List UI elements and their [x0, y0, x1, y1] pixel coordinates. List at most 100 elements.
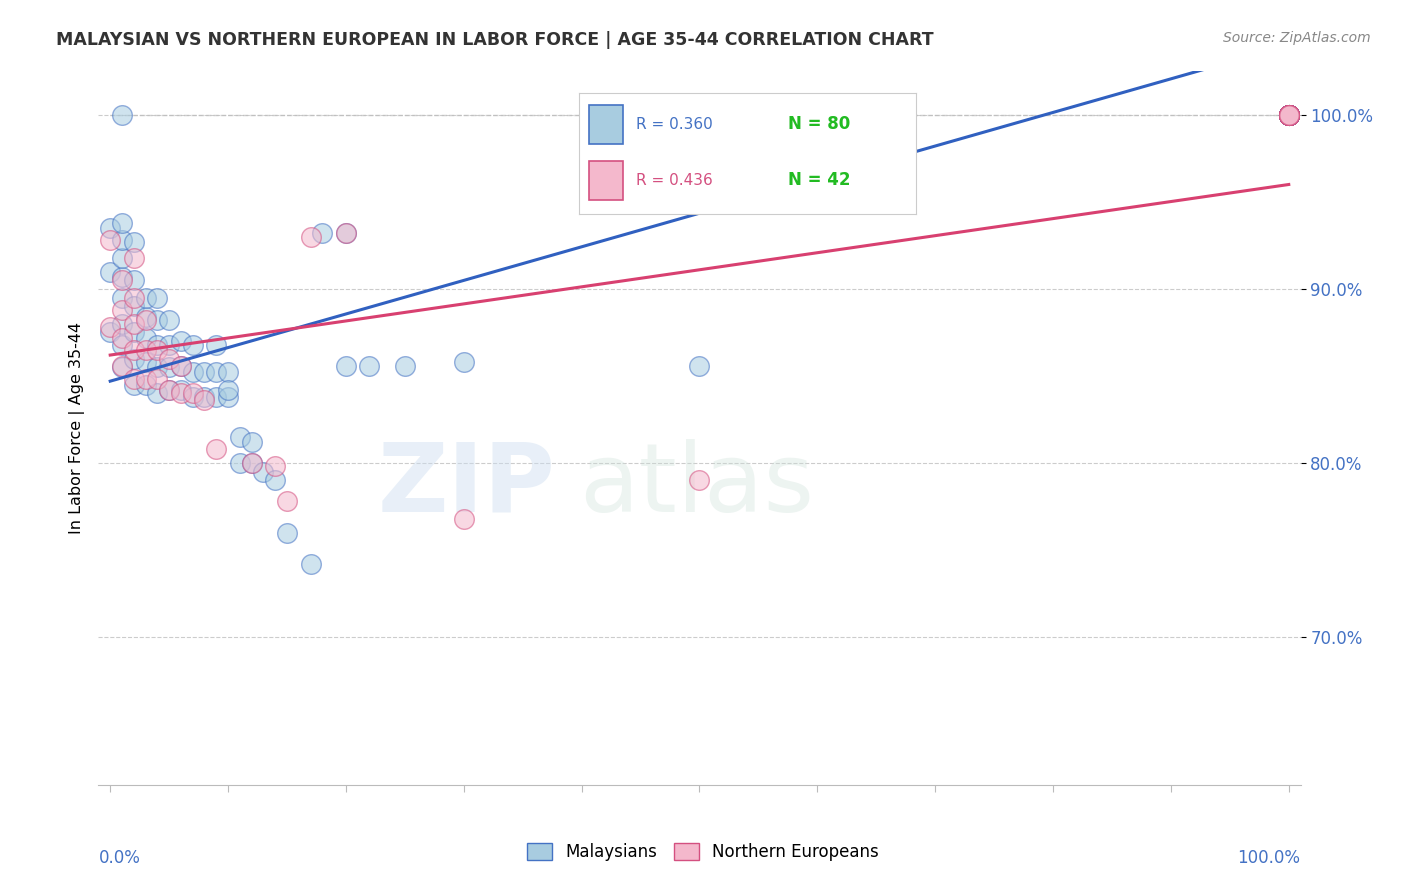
Point	[146, 337, 169, 351]
Point	[1278, 108, 1301, 122]
Point	[359, 359, 381, 373]
Point	[240, 435, 263, 450]
Point	[122, 372, 145, 386]
Point	[1278, 108, 1301, 122]
Point	[111, 108, 134, 122]
Point	[111, 269, 134, 284]
Point	[111, 291, 134, 305]
Point	[453, 511, 475, 525]
Point	[122, 291, 145, 305]
Point	[276, 494, 298, 508]
Point	[122, 273, 145, 287]
Point	[193, 390, 215, 404]
Point	[170, 386, 193, 401]
Point	[122, 235, 145, 249]
Point	[453, 355, 475, 369]
Point	[205, 366, 228, 380]
Point	[1278, 108, 1301, 122]
Point	[98, 221, 121, 235]
Point	[229, 430, 252, 444]
Point	[1278, 108, 1301, 122]
Point	[170, 359, 193, 373]
Point	[1278, 108, 1301, 122]
Point	[217, 383, 239, 397]
Point	[264, 459, 287, 474]
Point	[111, 359, 134, 373]
Point	[1278, 108, 1301, 122]
Point	[689, 359, 711, 373]
Point	[157, 351, 180, 366]
Point	[122, 251, 145, 265]
Point	[1278, 108, 1301, 122]
Point	[157, 360, 180, 375]
Point	[229, 456, 252, 470]
Point	[1278, 108, 1301, 122]
Point	[689, 474, 711, 488]
Point	[299, 229, 322, 244]
Point	[135, 355, 157, 369]
Point	[122, 326, 145, 340]
Point	[1278, 108, 1301, 122]
Point	[1278, 108, 1301, 122]
Point	[193, 366, 215, 380]
Point	[205, 442, 228, 456]
Point	[135, 343, 157, 357]
Point	[135, 331, 157, 345]
Point	[111, 216, 134, 230]
Text: ZIP: ZIP	[377, 439, 555, 532]
Point	[1278, 108, 1301, 122]
Point	[98, 320, 121, 334]
Point	[146, 386, 169, 401]
Point	[111, 337, 134, 351]
Text: 0.0%: 0.0%	[98, 849, 141, 867]
Y-axis label: In Labor Force | Age 35-44: In Labor Force | Age 35-44	[69, 322, 84, 534]
Point	[1278, 108, 1301, 122]
Point	[217, 366, 239, 380]
Point	[1278, 108, 1301, 122]
Legend: Malaysians, Northern Europeans: Malaysians, Northern Europeans	[520, 836, 886, 868]
Point	[111, 302, 134, 317]
Point	[335, 226, 357, 240]
Point	[1278, 108, 1301, 122]
Text: MALAYSIAN VS NORTHERN EUROPEAN IN LABOR FORCE | AGE 35-44 CORRELATION CHART: MALAYSIAN VS NORTHERN EUROPEAN IN LABOR …	[56, 31, 934, 49]
Point	[311, 226, 333, 240]
Point	[170, 383, 193, 397]
Point	[135, 372, 157, 386]
Point	[157, 313, 180, 327]
Point	[1278, 108, 1301, 122]
Point	[1278, 108, 1301, 122]
Point	[135, 291, 157, 305]
Point	[1278, 108, 1301, 122]
Point	[122, 377, 145, 392]
Point	[181, 366, 204, 380]
Point	[181, 390, 204, 404]
Point	[111, 317, 134, 331]
Point	[157, 337, 180, 351]
Point	[394, 359, 416, 373]
Point	[1278, 108, 1301, 122]
Point	[1278, 108, 1301, 122]
Point	[98, 233, 121, 247]
Point	[181, 337, 204, 351]
Point	[122, 351, 145, 366]
Point	[146, 372, 169, 386]
Point	[135, 313, 157, 327]
Point	[146, 313, 169, 327]
Point	[1278, 108, 1301, 122]
Point	[276, 525, 298, 540]
Point	[122, 299, 145, 313]
Point	[299, 557, 322, 571]
Point	[335, 359, 357, 373]
Point	[193, 393, 215, 408]
Point	[205, 337, 228, 351]
Point	[217, 390, 239, 404]
Point	[111, 273, 134, 287]
Point	[1278, 108, 1301, 122]
Point	[170, 359, 193, 373]
Text: atlas: atlas	[579, 439, 814, 532]
Point	[1278, 108, 1301, 122]
Point	[240, 456, 263, 470]
Point	[157, 383, 180, 397]
Point	[157, 383, 180, 397]
Point	[1278, 108, 1301, 122]
